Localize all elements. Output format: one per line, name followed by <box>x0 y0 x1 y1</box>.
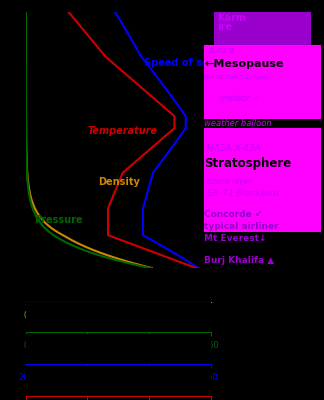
Text: weather balloon: weather balloon <box>204 119 272 128</box>
Text: meteor ✓: meteor ✓ <box>220 94 260 103</box>
Text: ire: ire <box>217 22 232 32</box>
Text: Density: Density <box>98 177 140 187</box>
Text: SR-71 Blackbird: SR-71 Blackbird <box>207 189 279 198</box>
Text: Stratosphere: Stratosphere <box>204 157 291 170</box>
Text: Kárm: Kárm <box>217 13 246 23</box>
Text: Mt Everest↓: Mt Everest↓ <box>204 234 267 243</box>
Text: typical airliner: typical airliner <box>204 222 279 231</box>
Text: Temperature: Temperature <box>87 126 157 136</box>
Text: aurora: aurora <box>207 46 235 55</box>
Text: Speed of sound: Speed of sound <box>144 58 230 68</box>
Text: ionosphere D layer: ionosphere D layer <box>204 74 271 80</box>
Text: ←Mesopause: ←Mesopause <box>204 59 284 69</box>
X-axis label: Speed of sound (m/s): Speed of sound (m/s) <box>66 384 170 394</box>
Text: Burj Khalifa ▲: Burj Khalifa ▲ <box>204 256 274 265</box>
Bar <box>204 128 321 232</box>
Bar <box>214 12 311 45</box>
Text: Concorde ↙: Concorde ↙ <box>204 210 262 219</box>
Text: Pressure: Pressure <box>35 215 83 225</box>
X-axis label: Pressure (kN/m²): Pressure (kN/m²) <box>77 352 159 362</box>
Bar <box>204 45 321 119</box>
X-axis label: Density (kg/m³): Density (kg/m³) <box>80 322 156 332</box>
Text: ozone layer: ozone layer <box>207 177 252 186</box>
Text: NASA X-43A: NASA X-43A <box>207 144 261 154</box>
